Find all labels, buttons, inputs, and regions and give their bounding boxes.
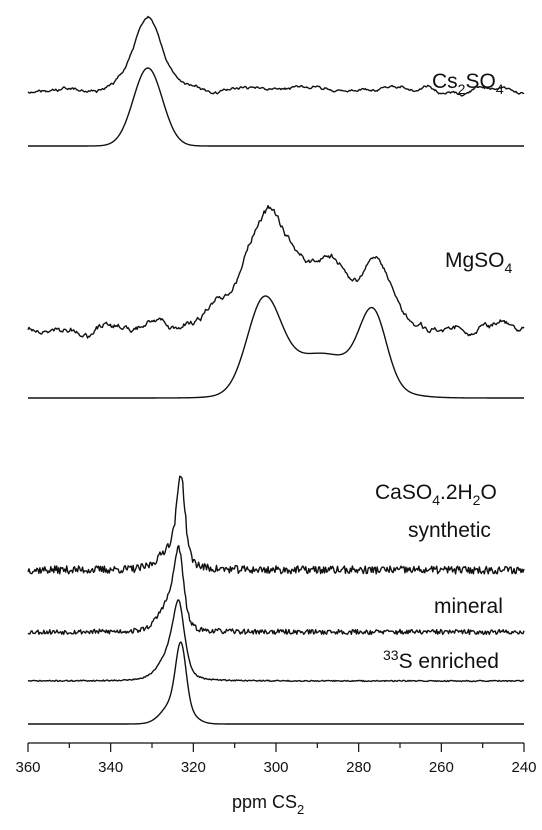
trace-cs2so4-exp xyxy=(27,15,525,97)
x-tick-label-320: 320 xyxy=(181,759,206,776)
label-mineral: mineral xyxy=(434,595,503,618)
trace-cs2so4-sim xyxy=(28,67,524,147)
trace-caso4-enriched xyxy=(27,599,525,683)
trace-caso4-mineral xyxy=(27,544,525,636)
label-mgso4: MgSO4 xyxy=(445,249,513,276)
label-cs2so4: Cs2SO4 xyxy=(432,70,504,97)
x-tick-label-340: 340 xyxy=(98,759,123,776)
trace-caso4-sim xyxy=(28,641,524,725)
label-caso4: CaSO4.2H2O xyxy=(375,481,497,508)
label-33s-enriched: 33S enriched xyxy=(383,647,499,673)
x-tick-label-360: 360 xyxy=(15,759,40,776)
x-tick-label-240: 240 xyxy=(511,759,536,776)
x-tick-label-300: 300 xyxy=(263,759,288,776)
trace-mgso4-exp xyxy=(27,204,525,339)
spectra-traces xyxy=(27,15,525,725)
x-tick-label-260: 260 xyxy=(429,759,454,776)
trace-caso4-synthetic xyxy=(27,475,525,575)
x-axis-title: ppm CS2 xyxy=(232,792,304,817)
x-axis-ticks: 360 340 320 300 280 260 240 xyxy=(15,743,537,776)
x-tick-label-280: 280 xyxy=(346,759,371,776)
trace-mgso4-sim xyxy=(28,295,524,399)
label-synthetic: synthetic xyxy=(408,519,491,542)
